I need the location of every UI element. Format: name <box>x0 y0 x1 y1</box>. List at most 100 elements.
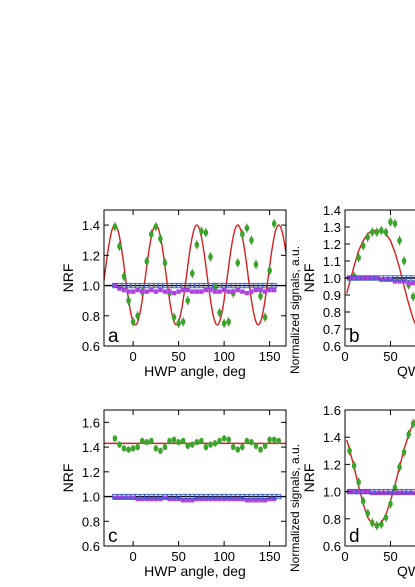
data-point-green <box>258 292 263 300</box>
y-tick-label: 1.6 <box>82 415 100 430</box>
y-tick-label: 1.4 <box>323 430 341 445</box>
data-point-green <box>112 223 118 230</box>
data-point-purple <box>130 289 136 294</box>
x-tick-label: 50 <box>383 549 397 564</box>
x-axis-label: HWP angle, deg <box>144 363 246 379</box>
data-point-green <box>244 224 250 232</box>
data-point-purple <box>392 279 398 284</box>
y-tick-label: 1.2 <box>323 457 341 472</box>
data-point-green <box>176 320 181 327</box>
data-point-green <box>351 462 357 469</box>
data-point-green <box>360 242 366 249</box>
data-point-green <box>383 228 389 236</box>
y-tick-label: 1.2 <box>82 465 100 480</box>
data-point-purple <box>356 489 361 494</box>
data-point-purple <box>379 490 384 496</box>
x-tick-label: 150 <box>259 549 281 564</box>
data-point-green <box>135 312 140 319</box>
data-point-purple <box>176 289 181 294</box>
data-point-purple <box>258 498 263 503</box>
data-point-purple <box>258 287 263 293</box>
panel-c: 0 50 100 150 0.6 0.8 1.0 1.2 1.4 1.6 HWP angle, de… <box>60 409 287 579</box>
data-point-green <box>162 259 168 267</box>
data-point-purple <box>249 498 254 503</box>
data-point-purple <box>135 287 140 293</box>
panel-label: a <box>108 326 119 347</box>
y-tick-label: 1.0 <box>323 485 341 500</box>
data-point-purple <box>185 498 190 503</box>
data-point-purple <box>379 277 384 282</box>
data-point-green <box>356 478 361 486</box>
y-axis-label: NRF <box>301 464 317 493</box>
data-point-green <box>271 436 277 443</box>
data-point-purple <box>130 495 136 500</box>
data-point-purple <box>351 275 357 281</box>
data-point-green <box>360 497 366 505</box>
data-point-green <box>240 230 245 238</box>
data-point-green <box>112 435 118 442</box>
data-point-green <box>374 522 380 529</box>
panel-b: 0 50 0.6 0.7 0.8 0.9 1.0 1.1 1.2 1.3 1.4 QW NRF b <box>301 203 415 379</box>
data-point-purple <box>253 287 259 293</box>
axes-frame <box>103 409 287 547</box>
y-tick-label: 0.6 <box>323 339 341 354</box>
y-axis-label: NRF <box>301 264 317 293</box>
data-point-purple <box>162 495 168 500</box>
data-point-purple <box>244 498 250 503</box>
y-tick-label: 0.8 <box>323 305 341 320</box>
data-point-purple <box>117 495 122 500</box>
data-point-green <box>369 228 375 236</box>
data-point-green <box>271 220 277 227</box>
data-point-green <box>180 437 186 445</box>
panel-label: d <box>349 526 360 547</box>
data-point-green <box>235 259 241 267</box>
data-point-purple <box>121 495 127 500</box>
data-point-purple <box>221 287 227 293</box>
axes-frame <box>103 209 287 347</box>
y-tick-label: 1.2 <box>82 248 100 263</box>
x-axis-label: HWP angle, deg <box>144 563 246 579</box>
y-tick-label: 0.9 <box>323 288 341 303</box>
panel-a: 0 50 100 150 0.6 0.8 1.0 1.2 1.4 HWP angle, deg NR… <box>60 209 287 379</box>
data-point-green <box>397 463 402 471</box>
data-point-green <box>176 438 181 446</box>
data-point-purple <box>401 279 407 284</box>
data-point-purple <box>249 289 254 294</box>
data-point-green <box>189 441 195 448</box>
data-point-green <box>253 442 259 450</box>
y-tick-label: 0.8 <box>82 514 100 529</box>
data-point-green <box>194 241 200 248</box>
x-tick-label: 0 <box>341 349 348 364</box>
data-point-green <box>149 437 154 445</box>
data-point-green <box>383 514 389 521</box>
x-tick-label: 50 <box>171 549 185 564</box>
shared-ylabel-top: Normalized signals, a.u. <box>288 246 302 374</box>
data-point-green <box>153 445 159 452</box>
data-point-purple <box>383 490 389 496</box>
data-point-purple <box>406 490 411 496</box>
data-point-green <box>369 519 375 527</box>
y-axis-label: NRF <box>60 464 76 493</box>
data-point-green <box>267 267 272 274</box>
y-tick-label: 1.6 <box>323 403 341 418</box>
data-point-purple <box>158 287 163 293</box>
data-point-purple <box>397 279 402 284</box>
plot-area <box>345 419 415 531</box>
data-point-green <box>130 445 136 452</box>
panel-label: b <box>349 326 360 347</box>
data-point-green <box>130 318 136 326</box>
data-point-purple <box>262 289 268 294</box>
data-point-green <box>226 318 231 326</box>
data-point-green <box>410 420 415 427</box>
data-point-green <box>235 446 241 453</box>
data-point-green <box>217 437 222 445</box>
data-point-blue <box>276 493 282 500</box>
plot-area <box>104 219 286 328</box>
data-point-green <box>171 436 177 443</box>
data-point-purple <box>162 289 168 294</box>
data-point-green <box>126 446 131 453</box>
x-tick-label: 150 <box>259 349 281 364</box>
data-point-purple <box>406 280 411 286</box>
fit-curve <box>346 419 415 527</box>
data-point-purple <box>253 498 259 503</box>
